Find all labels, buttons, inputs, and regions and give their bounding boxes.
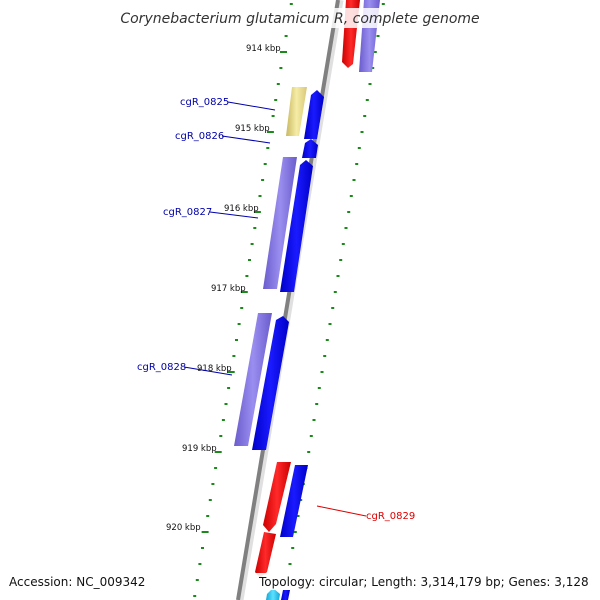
- kbp-label-918: 918 kbp: [197, 364, 232, 374]
- tick-track-inner: [193, 3, 293, 597]
- gene-blue-915a: [304, 90, 324, 139]
- kbp-label-917: 917 kbp: [211, 284, 246, 294]
- kbp-label-916: 916 kbp: [224, 204, 259, 214]
- gene-cgR-0826: [302, 139, 318, 158]
- footer-accession-backdrop: [6, 573, 146, 590]
- gene-label-cgR-0829[interactable]: cgR_0829: [366, 511, 415, 522]
- gene-red-bottom: [255, 532, 276, 578]
- gene-cgR-0825: [286, 87, 307, 136]
- leader-cgR-0826: [221, 135, 271, 144]
- gene-cyan-bottom: [266, 588, 280, 600]
- leader-cgR-0827: [209, 211, 259, 219]
- footer-accession: Accession: NC_009342: [9, 575, 145, 589]
- gene-label-cgR-0827[interactable]: cgR_0827: [163, 207, 212, 218]
- gene-cgR-0829: [263, 462, 291, 532]
- gene-cgR-0827: [263, 157, 297, 289]
- gene-cgR-0828: [234, 313, 272, 446]
- kbp-label-920: 920 kbp: [166, 523, 201, 533]
- leader-cgR-0825: [227, 101, 276, 111]
- map-title: Corynebacterium glutamicum R, complete g…: [120, 11, 479, 27]
- gene-blue-919: [280, 465, 308, 537]
- gene-label-cgR-0826[interactable]: cgR_0826: [175, 131, 224, 142]
- gene-blue-916: [280, 160, 313, 292]
- gene-features: [234, 0, 380, 600]
- gene-blue-bottom: [281, 590, 290, 600]
- title-backdrop: [122, 8, 478, 28]
- gene-label-cgR-0828[interactable]: cgR_0828: [137, 362, 186, 373]
- kbp-label-919: 919 kbp: [182, 444, 217, 454]
- footer-topology: Topology: circular; Length: 3,314,179 bp…: [258, 575, 589, 589]
- kbp-label-914: 914 kbp: [246, 44, 281, 54]
- kbp-label-915: 915 kbp: [235, 124, 270, 134]
- leader-cgR-0829: [316, 505, 367, 517]
- gene-blue-918: [252, 316, 289, 450]
- gene-label-cgR-0825[interactable]: cgR_0825: [180, 97, 229, 108]
- footer-topology-backdrop: [256, 573, 594, 590]
- leader-cgR-0828: [183, 366, 233, 376]
